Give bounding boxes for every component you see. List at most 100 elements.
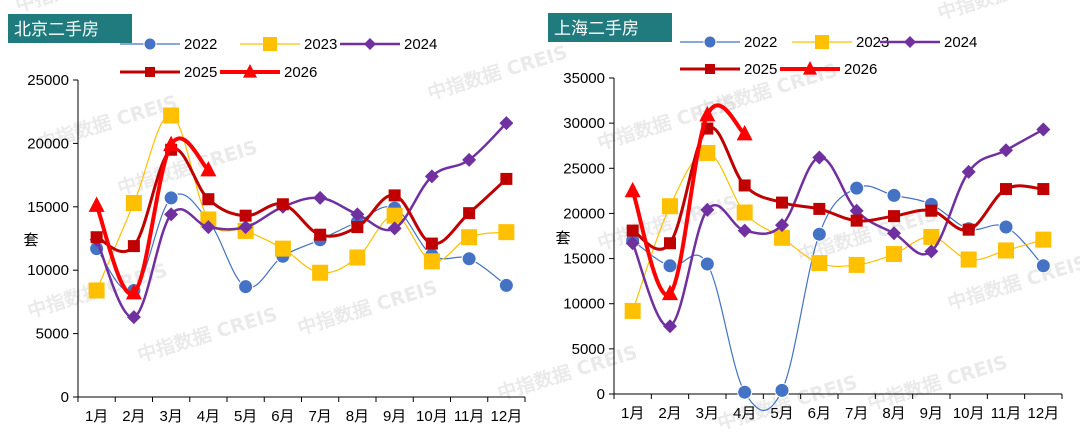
y-axis-label: 套 [23,231,38,249]
data-point-2023 [923,228,940,245]
data-point-2022 [998,219,1014,235]
y-tick-label: 10000 [27,262,69,279]
legend-label: 2025 [184,64,217,81]
data-point-2025 [202,193,215,206]
data-point-2024 [499,116,514,131]
legend-label: 2023 [856,34,889,51]
x-tick-label: 5月 [234,408,257,425]
data-point-2026 [88,196,105,212]
x-tick-label: 8月 [346,408,369,425]
chart-1: 北京二手房 0 5000 10000 15000 20000 25000 1月 2月 3月 4月 5月… [8,14,526,425]
series-2025 [626,122,1050,251]
x-tick-label: 10月 [416,408,448,425]
data-point-2025 [90,231,103,244]
x-tick-label: 4月 [733,405,756,422]
data-point-2024 [238,220,253,235]
legend-item-2025: 2025 [680,61,777,78]
data-point-2022 [238,279,254,295]
data-point-2025 [276,198,289,211]
data-point-2024 [737,223,752,238]
y-tick-label: 0 [597,386,605,403]
data-point-2024 [201,220,216,235]
data-point-2025 [1037,183,1050,196]
x-tick-label: 9月 [920,405,943,422]
data-point-2025 [351,221,364,234]
series-2026 [624,103,753,301]
data-point-2026 [624,181,641,198]
series-line-2026 [94,136,210,296]
data-point-2023 [960,251,977,268]
x-tick-label: 2月 [122,408,145,425]
watermark-text: 中指数据 CREIS [115,135,260,199]
data-point-2024 [126,310,141,325]
series-line-2025 [631,125,1044,251]
data-point-2025 [738,179,751,192]
data-point-2023 [200,211,217,228]
data-point-2023 [811,255,828,272]
y-tick-label: 10000 [563,296,605,313]
series-line-2026 [630,103,747,297]
legend-marker [803,61,817,75]
data-point-2025 [962,223,975,236]
x-tick-label: 5月 [770,405,793,422]
data-point-2026 [736,124,753,141]
data-point-2025 [463,207,476,220]
data-point-2022 [774,382,790,398]
chart-title: 上海二手房 [554,19,639,39]
legend-label: 2026 [284,64,317,81]
data-point-2025 [239,209,252,222]
data-point-2026 [163,135,180,152]
data-point-2024 [924,244,939,259]
legend-label: 2026 [844,61,877,78]
x-tick-label: 4月 [197,408,220,425]
data-point-2023 [349,249,366,266]
data-point-2023 [1035,231,1052,248]
data-point-2023 [163,107,180,124]
data-point-2024 [350,207,365,222]
watermark-text: 中指数据 CREIS [425,40,570,104]
legend-item-2026: 2026 [780,61,877,78]
watermark-text: 中指数据 CREIS [935,0,1080,25]
series-2025 [90,143,513,254]
data-point-2023 [274,240,291,257]
data-point-2023 [624,302,641,319]
legend-label: 2024 [404,36,437,53]
data-point-2024 [663,319,677,334]
x-tick-label: 7月 [308,408,331,425]
data-point-2023 [498,224,515,241]
y-tick-label: 30000 [563,115,605,132]
x-tick-label: 11月 [454,408,485,425]
chart-title: 北京二手房 [14,20,99,40]
x-tick-label: 1月 [621,405,644,422]
data-point-2026 [125,284,142,300]
y-tick-label: 5000 [572,341,605,358]
y-tick-label: 15000 [27,199,69,216]
legend-label: 2025 [744,61,777,78]
data-point-2025 [664,237,676,250]
legend-marker [815,35,829,49]
y-tick-label: 35000 [563,70,605,87]
data-point-2023 [88,282,105,299]
data-point-2024 [887,226,901,241]
data-point-2024 [775,218,789,233]
data-point-2023 [998,242,1014,259]
data-point-2023 [848,256,865,273]
x-tick-label: 10月 [953,405,985,422]
legend-label: 2024 [944,34,977,51]
y-tick-label: 25000 [563,160,605,177]
data-point-2022 [1035,258,1051,274]
data-point-2022 [737,384,753,400]
legend-marker [145,67,155,77]
data-point-2026 [662,284,678,301]
y-axis-label: 套 [555,229,570,247]
legend-item-2022: 2022 [680,34,777,51]
y-tick-label: 20000 [563,205,605,222]
x-tick-label: 3月 [159,408,182,425]
data-point-2024 [999,143,1013,158]
x-tick-label: 11月 [991,405,1022,422]
data-point-2024 [1036,122,1051,137]
y-tick-label: 25000 [27,72,69,89]
legend-marker [364,38,376,50]
data-point-2026 [200,161,217,177]
data-point-2023 [461,229,478,246]
